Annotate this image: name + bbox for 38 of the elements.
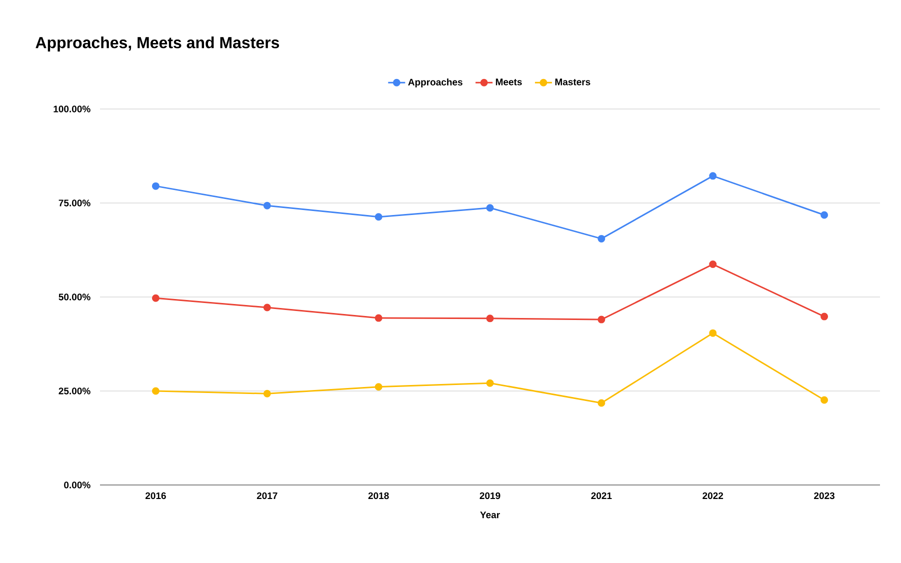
x-tick-label: 2019	[480, 492, 500, 500]
point	[263, 390, 271, 398]
point	[263, 304, 271, 312]
point	[152, 294, 160, 302]
point	[598, 399, 606, 407]
x-tick-label: 2016	[145, 492, 166, 500]
y-tick-label: 25.00%	[58, 388, 90, 394]
y-tick-label: 0.00%	[64, 482, 90, 488]
x-tick-label: 2022	[702, 492, 724, 500]
point	[598, 316, 606, 324]
y-tick-label: 100.00%	[54, 106, 90, 112]
point	[486, 204, 494, 212]
point	[374, 213, 382, 221]
point	[709, 172, 717, 180]
point	[374, 383, 382, 391]
point	[486, 314, 494, 322]
x-tick-label: 2018	[368, 492, 389, 500]
point	[820, 211, 828, 219]
point	[709, 329, 717, 337]
point	[820, 312, 828, 320]
point	[598, 234, 606, 242]
x-tick-label: 2021	[591, 492, 612, 500]
legend-label: Masters	[555, 78, 590, 86]
y-tick-label: 50.00%	[58, 294, 90, 300]
x-axis-title: Year	[480, 512, 500, 518]
chart-title: Approaches, Meets and Masters	[36, 36, 280, 52]
legend-label: Approaches	[408, 78, 462, 88]
y-tick-label: 75.00%	[58, 200, 90, 206]
x-tick-label: 2017	[256, 492, 278, 500]
x-tick-label: 2023	[814, 492, 835, 500]
point	[820, 396, 828, 404]
legend-label: Meets	[496, 78, 522, 86]
point	[263, 202, 271, 210]
point	[152, 182, 160, 190]
point	[152, 387, 160, 395]
point	[709, 260, 717, 268]
point	[486, 379, 494, 387]
point	[374, 314, 382, 322]
